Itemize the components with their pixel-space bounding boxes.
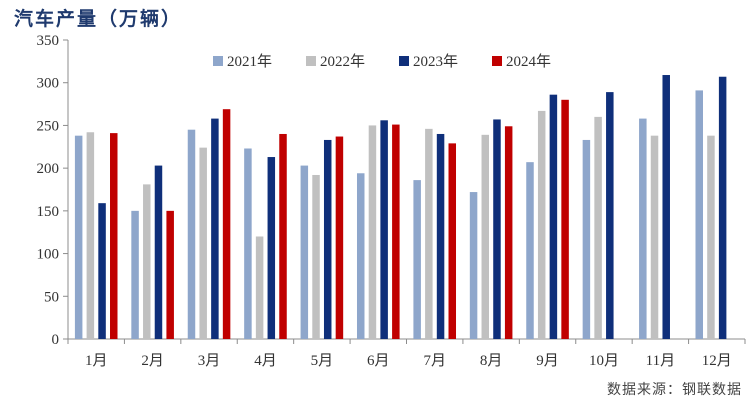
- bar-2023年: [154, 165, 163, 339]
- bar-2021年: [695, 90, 703, 339]
- bar-2021年: [356, 173, 365, 339]
- bar-2021年: [131, 210, 139, 339]
- x-tick-label: 2月: [141, 353, 164, 369]
- y-tick-label: 200: [37, 161, 60, 177]
- bar-2023年: [493, 119, 501, 339]
- bar-2024年: [335, 136, 344, 339]
- bar-2024年: [392, 124, 400, 340]
- bar-2021年: [187, 129, 196, 339]
- bar-2023年: [98, 203, 106, 339]
- bar-2021年: [300, 165, 309, 339]
- bar-2023年: [211, 118, 219, 339]
- legend-swatch: [399, 56, 409, 66]
- bar-2022年: [255, 236, 264, 339]
- chart-title: 汽车产量（万辆）: [14, 8, 183, 30]
- bar-2021年: [469, 192, 478, 339]
- x-tick-label: 1月: [85, 353, 108, 369]
- bar-2022年: [594, 116, 602, 339]
- bar-2021年: [526, 162, 534, 339]
- x-tick-label: 6月: [367, 353, 390, 369]
- bar-2022年: [650, 135, 659, 339]
- legend-label: 2023年: [413, 53, 458, 70]
- y-tick-label: 150: [37, 204, 60, 220]
- y-tick-label: 250: [37, 118, 60, 134]
- x-tick-label: 12月: [702, 353, 732, 369]
- bar-2023年: [436, 133, 445, 339]
- bar-2024年: [448, 143, 457, 339]
- bar-2024年: [279, 133, 287, 339]
- bar-2022年: [143, 184, 151, 339]
- bar-2021年: [639, 118, 647, 339]
- bar-2023年: [662, 75, 670, 340]
- bar-2022年: [312, 174, 320, 339]
- bar-2024年: [561, 99, 569, 339]
- legend-label: 2021年: [227, 53, 272, 70]
- legend-swatch: [492, 56, 502, 66]
- x-tick-label: 5月: [311, 353, 334, 369]
- bar-2024年: [166, 210, 174, 339]
- legend-label: 2024年: [506, 53, 551, 70]
- y-tick-label: 100: [37, 247, 60, 263]
- bar-2024年: [222, 109, 231, 339]
- bar-2023年: [323, 139, 332, 339]
- x-tick-label: 7月: [423, 353, 446, 369]
- x-tick-label: 4月: [254, 353, 277, 369]
- bar-2024年: [504, 126, 513, 339]
- bar-2023年: [267, 157, 276, 339]
- bar-2023年: [549, 94, 558, 339]
- x-tick-label: 10月: [589, 353, 619, 369]
- bar-2022年: [425, 128, 433, 339]
- bar-2022年: [86, 132, 95, 339]
- source-note: 数据来源：钢联数据: [607, 382, 742, 398]
- bar-2022年: [368, 125, 377, 339]
- bar-2023年: [718, 76, 727, 339]
- x-tick-label: 9月: [536, 353, 559, 369]
- x-tick-label: 3月: [198, 353, 221, 369]
- y-tick-label: 300: [37, 76, 60, 92]
- bar-2022年: [199, 147, 207, 339]
- bar-2021年: [244, 148, 252, 339]
- bar-2022年: [707, 135, 715, 339]
- bar-2023年: [380, 120, 388, 339]
- y-tick-label: 50: [44, 289, 59, 305]
- y-tick-label: 0: [52, 332, 60, 348]
- x-tick-label: 11月: [646, 353, 675, 369]
- bar-2021年: [74, 135, 83, 339]
- x-tick-label: 8月: [480, 353, 503, 369]
- y-tick-label: 350: [37, 33, 60, 49]
- bar-2022年: [481, 134, 490, 339]
- bar-2023年: [606, 92, 614, 340]
- legend-label: 2022年: [320, 53, 365, 70]
- bar-2024年: [110, 133, 118, 339]
- legend-swatch: [213, 56, 223, 66]
- bar-2021年: [582, 139, 591, 339]
- bar-2021年: [413, 180, 421, 339]
- legend-swatch: [306, 56, 316, 66]
- bar-2022年: [537, 110, 546, 339]
